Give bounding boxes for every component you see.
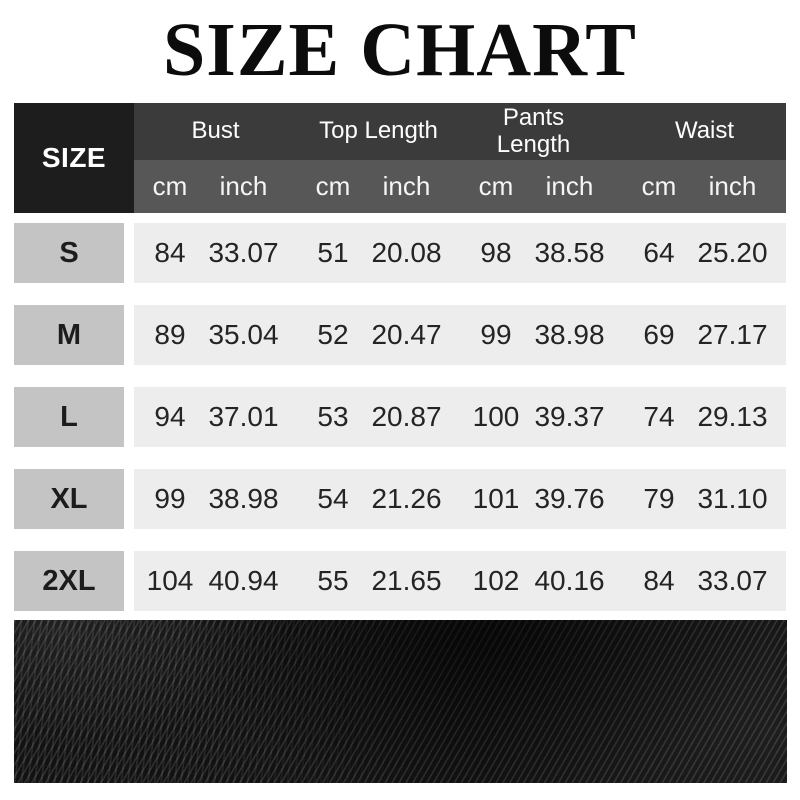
unit-header-cm: cm: [297, 160, 369, 213]
value-cell: 98: [460, 223, 532, 283]
value-cell: 52: [297, 305, 369, 365]
value-cell: 40.16: [532, 551, 623, 611]
value-cell: 100: [460, 387, 532, 447]
unit-header-cm: cm: [623, 160, 695, 213]
page-title: SIZE CHART: [162, 8, 637, 92]
value-cell: 40.94: [206, 551, 297, 611]
value-cell: 79: [623, 469, 695, 529]
value-cell: 38.98: [532, 305, 623, 365]
group-header-waist: Waist: [623, 103, 786, 160]
size-label-2xl: 2XL: [14, 551, 124, 611]
value-cell: 31.10: [695, 469, 786, 529]
value-cell: 54: [297, 469, 369, 529]
value-cell: 64: [623, 223, 695, 283]
group-header-top-length: Top Length: [297, 103, 460, 160]
value-cell: 84: [623, 551, 695, 611]
value-cell: 20.08: [369, 223, 460, 283]
value-cell: 51: [297, 223, 369, 283]
value-cell: 33.07: [695, 551, 786, 611]
value-cell: 38.98: [206, 469, 297, 529]
size-column-header: SIZE: [14, 103, 134, 213]
value-cell: 53: [297, 387, 369, 447]
unit-header-inch: inch: [206, 160, 297, 213]
group-header-bust: Bust: [134, 103, 297, 160]
unit-header-inch: inch: [369, 160, 460, 213]
value-cell: 37.01: [206, 387, 297, 447]
group-header-pants-length: Pants Length: [460, 103, 623, 160]
size-label-l: L: [14, 387, 124, 447]
size-label-s: S: [14, 223, 124, 283]
value-cell: 20.87: [369, 387, 460, 447]
value-cell: 20.47: [369, 305, 460, 365]
unit-header-inch: inch: [695, 160, 786, 213]
size-label-xl: XL: [14, 469, 124, 529]
value-cell: 21.26: [369, 469, 460, 529]
value-cell: 25.20: [695, 223, 786, 283]
size-chart-table: SIZE Bust Top Length Pants Length Waist …: [14, 103, 786, 611]
size-label-m: M: [14, 305, 124, 365]
value-cell: 99: [134, 469, 206, 529]
value-cell: 89: [134, 305, 206, 365]
value-cell: 101: [460, 469, 532, 529]
value-cell: 74: [623, 387, 695, 447]
value-cell: 33.07: [206, 223, 297, 283]
value-cell: 55: [297, 551, 369, 611]
value-cell: 35.04: [206, 305, 297, 365]
value-cell: 102: [460, 551, 532, 611]
value-cell: 94: [134, 387, 206, 447]
value-cell: 84: [134, 223, 206, 283]
unit-header-cm: cm: [134, 160, 206, 213]
value-cell: 21.65: [369, 551, 460, 611]
value-cell: 38.58: [532, 223, 623, 283]
value-cell: 29.13: [695, 387, 786, 447]
value-cell: 99: [460, 305, 532, 365]
value-cell: 27.17: [695, 305, 786, 365]
fabric-photo: [14, 620, 787, 783]
value-cell: 69: [623, 305, 695, 365]
unit-header-inch: inch: [532, 160, 623, 213]
value-cell: 39.37: [532, 387, 623, 447]
value-cell: 39.76: [532, 469, 623, 529]
value-cell: 104: [134, 551, 206, 611]
fabric-fold-texture: [14, 620, 463, 783]
unit-header-cm: cm: [460, 160, 532, 213]
